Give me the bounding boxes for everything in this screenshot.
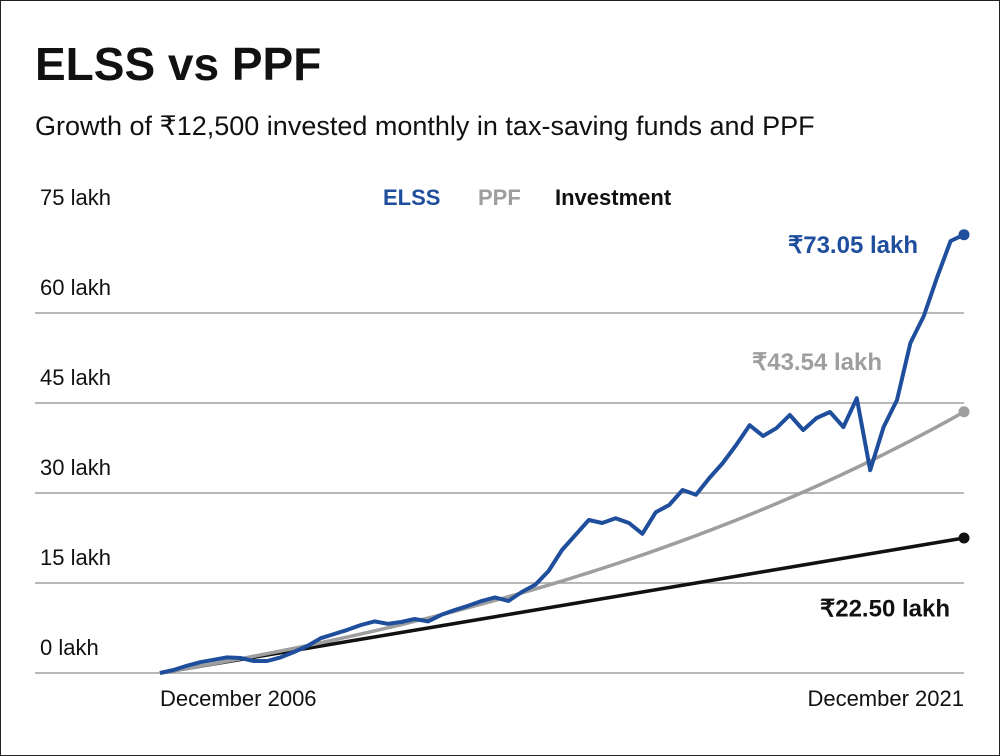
end-point bbox=[958, 229, 970, 241]
series-line bbox=[159, 410, 965, 675]
chart-subtitle: Growth of ₹12,500 invested monthly in ta… bbox=[35, 111, 815, 141]
y-tick-label: 30 lakh bbox=[40, 455, 111, 480]
y-tick-label: 0 lakh bbox=[40, 635, 99, 660]
chart-title: ELSS vs PPF bbox=[35, 38, 321, 90]
end-point bbox=[958, 532, 970, 544]
x-tick-label: December 2021 bbox=[807, 686, 964, 711]
legend-label: PPF bbox=[478, 185, 521, 210]
y-tick-label: 45 lakh bbox=[40, 365, 111, 390]
value-label: ₹73.05 lakh bbox=[788, 232, 918, 259]
y-tick-label: 15 lakh bbox=[40, 545, 111, 570]
y-tick-label: 60 lakh bbox=[40, 275, 111, 300]
value-label: ₹22.50 lakh bbox=[820, 595, 950, 622]
y-tick-label: 75 lakh bbox=[40, 185, 111, 210]
legend-label: ELSS bbox=[383, 185, 440, 210]
value-label: ₹43.54 lakh bbox=[752, 349, 882, 376]
end-point bbox=[958, 406, 970, 418]
series-line bbox=[159, 232, 965, 675]
x-tick-label: December 2006 bbox=[160, 686, 317, 711]
legend-label: Investment bbox=[555, 185, 672, 210]
